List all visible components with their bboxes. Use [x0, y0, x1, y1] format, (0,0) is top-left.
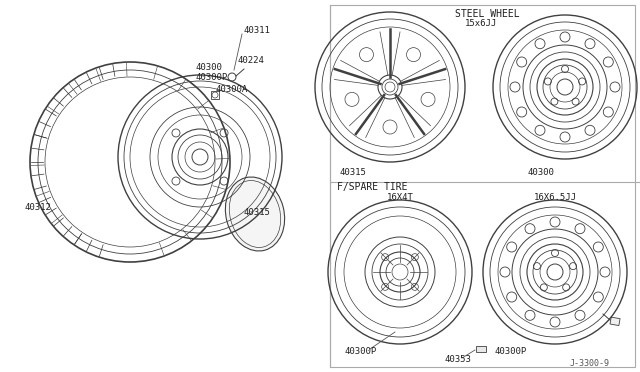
Text: 16X6.5JJ: 16X6.5JJ [534, 192, 577, 202]
Text: 40312: 40312 [24, 202, 51, 212]
Text: STEEL WHEEL: STEEL WHEEL [455, 9, 520, 19]
Text: F/SPARE TIRE: F/SPARE TIRE [337, 182, 408, 192]
Text: 40300P: 40300P [495, 347, 527, 356]
Text: 40353: 40353 [445, 356, 472, 365]
Ellipse shape [225, 177, 285, 251]
Bar [476, 346, 486, 352]
Text: 40300: 40300 [527, 167, 554, 176]
Text: 40311: 40311 [243, 26, 270, 35]
Bar [330, 5, 635, 367]
Text: 16X4T: 16X4T [387, 192, 413, 202]
Bar [610, 317, 620, 326]
Text: 40300: 40300 [195, 62, 222, 71]
Bar [211, 91, 219, 99]
Text: 40224: 40224 [238, 55, 265, 64]
Text: 15x6JJ: 15x6JJ [465, 19, 497, 28]
Text: 40300P: 40300P [195, 73, 227, 81]
Text: J-3300-9: J-3300-9 [570, 359, 610, 369]
Text: 40315: 40315 [243, 208, 270, 217]
Text: 40300P: 40300P [345, 347, 377, 356]
Text: 40300A: 40300A [215, 84, 247, 93]
Text: 40315: 40315 [340, 167, 367, 176]
